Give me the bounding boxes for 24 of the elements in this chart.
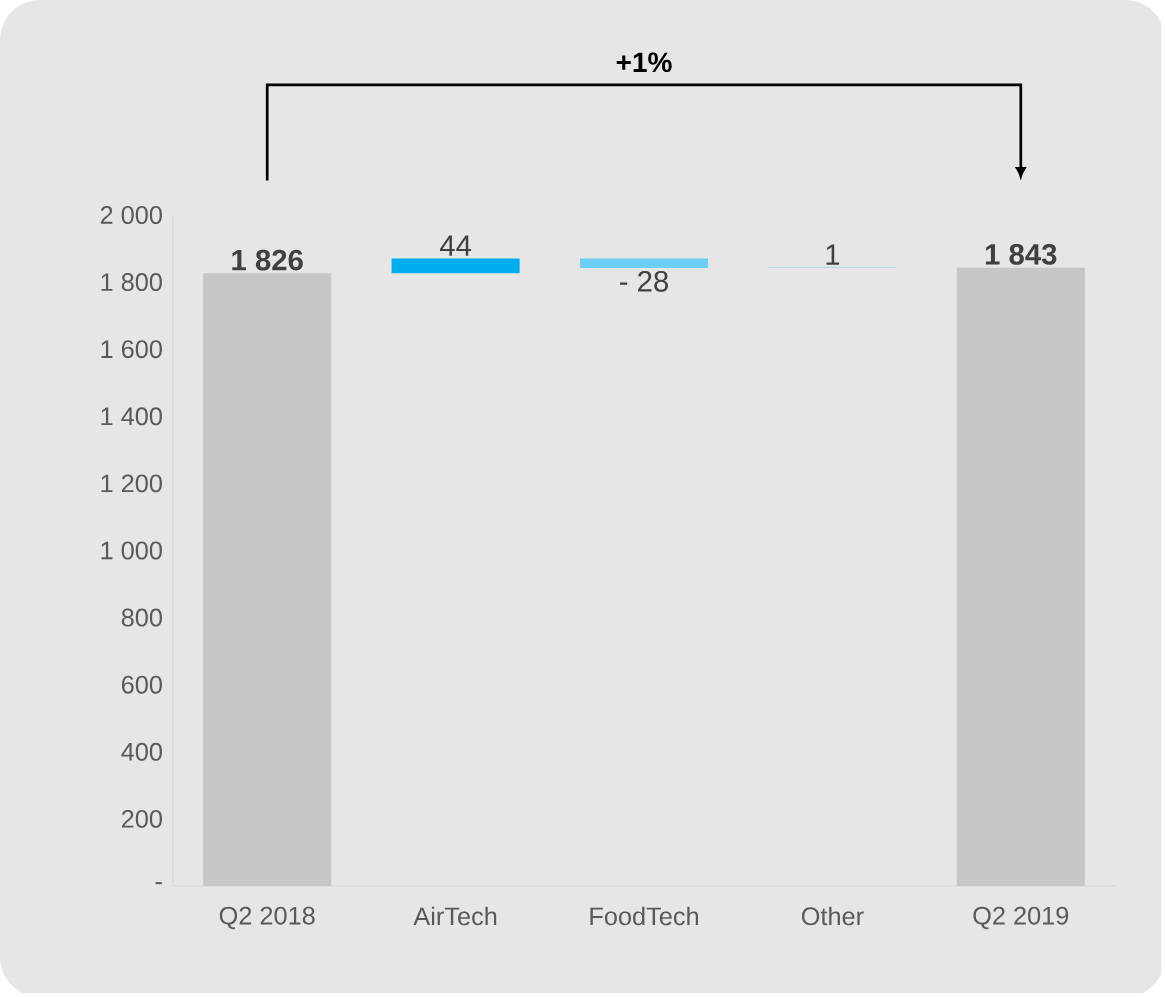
y-tick-label: 400 — [121, 742, 162, 761]
y-tick-label: 200 — [121, 809, 162, 828]
text: +1% — [616, 52, 672, 73]
y-tick-label: 1 000 — [101, 541, 162, 560]
y-tick-label: 600 — [121, 675, 162, 694]
data-label: 44 — [439, 235, 472, 256]
bar — [579, 258, 709, 269]
y-tick-label: - — [155, 882, 162, 885]
data-label: 1 826 — [232, 249, 303, 271]
data-label: - 28 — [620, 270, 668, 292]
y-tick-label: 1 400 — [101, 407, 162, 426]
data-label: 1 843 — [985, 243, 1057, 265]
x-tick-label: Q2 2018 — [219, 906, 315, 930]
x-tick-label: Other — [801, 906, 864, 926]
y-tick-label: 1 200 — [101, 474, 162, 493]
x-tick-label: FoodTech — [590, 906, 698, 926]
y-tick-label: 800 — [121, 608, 162, 627]
x-tick-label: Q2 2019 — [973, 906, 1069, 930]
y-tick-label: 1 600 — [101, 340, 162, 359]
x-tick-label: AirTech — [413, 906, 497, 926]
bar — [391, 258, 520, 274]
y-tick-label: 2 000 — [100, 206, 162, 224]
data-label: 1 — [826, 244, 840, 265]
y-tick-label: 1 800 — [101, 273, 162, 292]
